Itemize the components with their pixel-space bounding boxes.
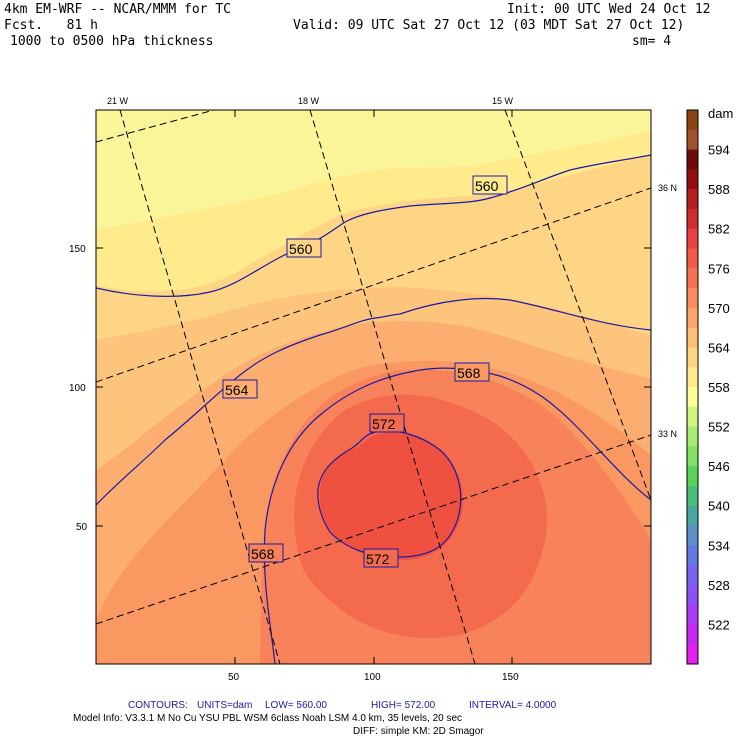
- contour-564: [96, 297, 651, 506]
- colorbar-frame: [686, 109, 699, 665]
- lon-label-21w: 21 W: [107, 96, 129, 106]
- colorbar-level-label: 582: [708, 222, 730, 237]
- colorbar-level-label: 522: [708, 617, 730, 632]
- colorbar-swatch: [687, 189, 698, 210]
- colorbar-swatch: [687, 446, 698, 467]
- frame-ticks: [96, 110, 651, 664]
- colorbar-swatch: [687, 268, 698, 289]
- colorbar-swatch: [687, 149, 698, 170]
- x-tick-100: 100: [364, 672, 381, 683]
- band-572: [319, 432, 464, 560]
- colorbar-swatch: [687, 169, 698, 190]
- colorbar-level-label: 534: [708, 538, 730, 553]
- colorbar-level-label: 558: [708, 380, 730, 395]
- colorbar-level-label: 570: [708, 301, 730, 316]
- colorbar-labels: 594 588 582 576 570 564 558 552 546 540 534 528 522: [708, 143, 730, 633]
- contour-label-572-b: 572: [366, 551, 390, 567]
- smoothing-value: sm= 4: [632, 34, 672, 49]
- lat-label-33n: 33 N: [658, 429, 677, 439]
- colorbar-swatch: [687, 545, 698, 566]
- colorbar-swatch: [687, 565, 698, 586]
- colorbar-level-label: 552: [708, 420, 730, 435]
- latlon-grid: [96, 110, 651, 664]
- y-tick-50: 50: [76, 522, 88, 533]
- valid-time: Valid: 09 UTC Sat 27 Oct 12 (03 MDT Sat …: [293, 18, 685, 33]
- contour-560: [96, 154, 651, 297]
- colorbar-swatch: [687, 426, 698, 447]
- colorbar-swatch: [687, 110, 698, 131]
- colorbar-level-label: 576: [708, 261, 730, 276]
- forecast-hour: Fcst. 81 h: [4, 18, 98, 33]
- contour-label-568-a: 568: [457, 365, 481, 381]
- contour-label-568-b: 568: [251, 546, 275, 562]
- contours-interval: INTERVAL= 4.0000: [469, 700, 557, 711]
- colorbar-swatch: [687, 228, 698, 249]
- colorbar-swatch: [687, 584, 698, 606]
- colorbar-swatch: [687, 367, 698, 388]
- contours-units: UNITS=dam: [197, 700, 252, 711]
- colorbar-swatch: [687, 505, 698, 526]
- colorbar-swatch: [687, 624, 698, 645]
- colorbar-swatch: [687, 644, 698, 665]
- colorbar-swatch: [687, 129, 698, 150]
- diff-info: DIFF: simple KM: 2D Smagor: [353, 726, 484, 737]
- colorbar-swatch: [687, 406, 698, 427]
- contour-label-572-a: 572: [372, 416, 396, 432]
- meridian-21w: [119, 110, 281, 664]
- contour-568: [263, 367, 651, 664]
- colorbar-unit: dam: [708, 106, 733, 121]
- colorbar-swatch: [687, 466, 698, 487]
- colorbar: [686, 109, 699, 665]
- parallel-33n: [96, 434, 651, 625]
- colorbar-swatch: [687, 347, 698, 368]
- thickness-contours: [96, 154, 651, 664]
- colorbar-swatch: [687, 208, 698, 230]
- colorbar-swatch: [687, 307, 698, 329]
- contour-label-560-b: 560: [289, 241, 313, 257]
- thickness-shading: [96, 110, 651, 664]
- model-title: 4km EM-WRF -- NCAR/MMM for TC: [4, 2, 231, 17]
- lat-label-36n: 36 N: [658, 183, 677, 193]
- contours-high: HIGH= 572.00: [371, 700, 436, 711]
- meridian-15w: [504, 110, 651, 501]
- y-tick-100: 100: [69, 383, 86, 394]
- x-tick-50: 50: [228, 672, 240, 683]
- meridian-18w: [309, 110, 476, 664]
- lon-label-18w: 18 W: [298, 96, 320, 106]
- colorbar-level-label: 546: [708, 459, 730, 474]
- colorbar-level-label: 564: [708, 340, 730, 355]
- colorbar-level-label: 588: [708, 182, 730, 197]
- parallel-37n: [96, 110, 216, 143]
- colorbar-level-label: 528: [708, 578, 730, 593]
- colorbar-level-label: 540: [708, 499, 730, 514]
- colorbar-swatch: [687, 387, 698, 408]
- lon-label-15w: 15 W: [492, 96, 514, 106]
- contour-572: [317, 430, 462, 558]
- field-name: 1000 to 0500 hPa thickness: [10, 34, 214, 49]
- colorbar-swatch: [687, 525, 698, 546]
- parallel-36n: [96, 187, 651, 383]
- model-info: Model Info: V3.3.1 M No Cu YSU PBL WSM 6…: [73, 713, 462, 724]
- init-time: Init: 00 UTC Wed 24 Oct 12: [507, 2, 711, 17]
- colorbar-level-label: 594: [708, 143, 730, 158]
- y-tick-150: 150: [69, 244, 86, 255]
- colorbar-swatch: [687, 248, 698, 269]
- colorbar-swatch: [687, 485, 698, 507]
- contours-low: LOW= 560.00: [265, 700, 327, 711]
- contours-label: CONTOURS:: [128, 700, 188, 711]
- colorbar-swatch: [687, 604, 698, 625]
- contour-label-560-a: 560: [475, 178, 499, 194]
- colorbar-swatch: [687, 288, 698, 309]
- colorbar-swatch: [687, 327, 698, 348]
- contour-label-564: 564: [225, 382, 249, 398]
- x-tick-150: 150: [502, 672, 519, 683]
